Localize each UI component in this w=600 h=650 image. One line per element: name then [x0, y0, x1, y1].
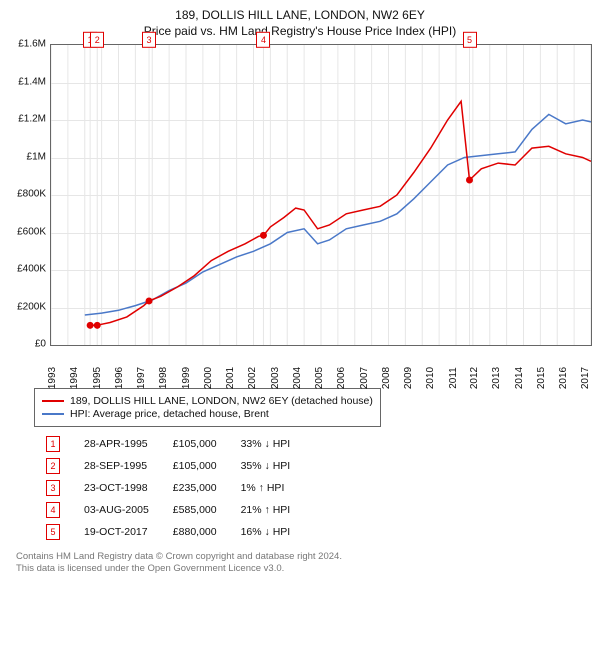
y-axis-label: £0: [35, 339, 46, 350]
event-number: 5: [46, 524, 60, 540]
y-axis-label: £800K: [17, 189, 46, 200]
event-number: 2: [46, 458, 60, 474]
y-axis-label: £1.6M: [18, 39, 46, 50]
y-axis-label: £1.2M: [18, 114, 46, 125]
event-delta: 1% ↑ HPI: [229, 477, 303, 499]
event-delta: 21% ↑ HPI: [229, 499, 303, 521]
legend-row: 189, DOLLIS HILL LANE, LONDON, NW2 6EY (…: [42, 395, 373, 407]
event-number: 1: [46, 436, 60, 452]
event-row: 2 28-SEP-1995£105,00035% ↓ HPI: [34, 455, 302, 477]
legend-swatch: [42, 413, 64, 415]
legend-row: HPI: Average price, detached house, Bren…: [42, 408, 373, 420]
event-price: £235,000: [161, 477, 229, 499]
chart-marker: 5: [463, 32, 477, 48]
y-axis-label: £200K: [17, 301, 46, 312]
event-date: 03-AUG-2005: [72, 499, 161, 521]
page-title-line1: 189, DOLLIS HILL LANE, LONDON, NW2 6EY: [8, 8, 592, 22]
y-axis-label: £600K: [17, 226, 46, 237]
legend-label: 189, DOLLIS HILL LANE, LONDON, NW2 6EY (…: [70, 395, 373, 407]
event-date: 28-SEP-1995: [72, 455, 161, 477]
chart-legend: 189, DOLLIS HILL LANE, LONDON, NW2 6EY (…: [34, 388, 381, 427]
chart-marker: 2: [90, 32, 104, 48]
event-delta: 35% ↓ HPI: [229, 455, 303, 477]
x-axis-label: 2017: [580, 367, 600, 389]
legend-swatch: [42, 400, 64, 402]
event-date: 23-OCT-1998: [72, 477, 161, 499]
y-axis-label: £400K: [17, 264, 46, 275]
event-price: £105,000: [161, 455, 229, 477]
y-axis-label: £1.4M: [18, 76, 46, 87]
event-date: 28-APR-1995: [72, 433, 161, 455]
event-price: £105,000: [161, 433, 229, 455]
event-number: 4: [46, 502, 60, 518]
event-price: £880,000: [161, 521, 229, 543]
legend-label: HPI: Average price, detached house, Bren…: [70, 408, 269, 420]
y-axis-label: £1M: [27, 151, 46, 162]
footer-line1: Contains HM Land Registry data © Crown c…: [16, 551, 592, 563]
event-row: 1 28-APR-1995£105,00033% ↓ HPI: [34, 433, 302, 455]
event-delta: 33% ↓ HPI: [229, 433, 303, 455]
event-number: 3: [46, 480, 60, 496]
price-chart: £0£200K£400K£600K£800K£1M£1.2M£1.4M£1.6M…: [8, 44, 592, 378]
footer-line2: This data is licensed under the Open Gov…: [16, 563, 592, 575]
chart-marker: 3: [142, 32, 156, 48]
series-line: [90, 101, 591, 325]
footer-attribution: Contains HM Land Registry data © Crown c…: [16, 551, 592, 576]
event-delta: 16% ↓ HPI: [229, 521, 303, 543]
chart-marker: 4: [256, 32, 270, 48]
event-row: 4 03-AUG-2005£585,00021% ↑ HPI: [34, 499, 302, 521]
event-row: 5 19-OCT-2017£880,00016% ↓ HPI: [34, 521, 302, 543]
event-price: £585,000: [161, 499, 229, 521]
event-row: 3 23-OCT-1998£235,0001% ↑ HPI: [34, 477, 302, 499]
event-date: 19-OCT-2017: [72, 521, 161, 543]
sale-events-table: 1 28-APR-1995£105,00033% ↓ HPI 2 28-SEP-199…: [34, 433, 302, 543]
